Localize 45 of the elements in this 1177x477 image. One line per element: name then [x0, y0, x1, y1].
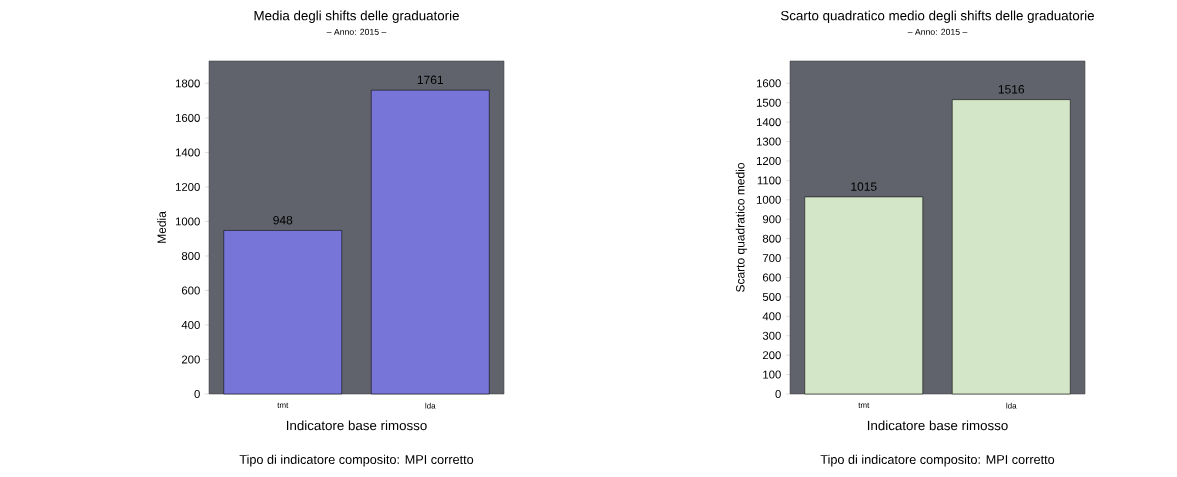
y-tick-label: 400 — [181, 320, 200, 329]
y-tick-label: 900 — [762, 215, 781, 224]
data-label: 1015 — [851, 182, 877, 191]
y-tick-label: 200 — [181, 355, 200, 364]
data-label: 1516 — [998, 85, 1025, 94]
x-tick-label: tmt — [277, 402, 289, 408]
y-tick-label: 600 — [762, 273, 781, 282]
data-label: 948 — [273, 215, 293, 225]
y-tick-label: 1400 — [175, 148, 200, 157]
y-tick-label: 1200 — [756, 156, 781, 165]
y-tick-label: 1500 — [756, 98, 781, 107]
y-tick-label: 500 — [762, 292, 781, 301]
y-tick-label: 0 — [194, 389, 200, 398]
chart-subtitle: – Anno: 2015 – — [907, 28, 968, 35]
y-tick-label: 800 — [181, 251, 200, 260]
y-tick-label: 200 — [762, 351, 781, 360]
x-tick-label: lda — [1006, 402, 1017, 409]
y-axis-title: Media — [157, 211, 166, 243]
y-tick-label: 0 — [775, 389, 781, 398]
chart-title: Media degli shifts delle graduatorie — [254, 10, 459, 23]
y-tick-label: 300 — [762, 331, 781, 340]
data-label: 1761 — [417, 75, 444, 85]
y-tick-label: 1800 — [175, 79, 200, 88]
y-tick-label: 1200 — [175, 182, 200, 191]
text: Tipo di indicatore composito: MPI corretto — [239, 454, 474, 467]
y-tick-label: 1000 — [756, 195, 781, 204]
y-tick-label: 1000 — [175, 217, 200, 226]
x-tick-label: lda — [425, 402, 436, 409]
x-tick-label: tmt — [858, 402, 870, 408]
y-tick-label: 1100 — [757, 176, 781, 185]
y-tick-label: 400 — [762, 312, 781, 321]
y-tick-label: 1600 — [756, 79, 781, 88]
text: Tipo di indicatore composito: MPI corretto — [820, 454, 1055, 467]
y-tick-label: 700 — [762, 254, 781, 263]
y-tick-label: 800 — [762, 234, 781, 243]
x-axis-title: Indicatore base rimosso — [867, 420, 1008, 431]
y-tick-label: 1300 — [756, 137, 781, 146]
y-tick-label: 600 — [181, 286, 200, 295]
x-axis-title: Indicatore base rimosso — [286, 420, 427, 431]
y-tick-label: 100 — [763, 370, 781, 379]
chart-title: Scarto quadratico medio degli shifts delle graduatorie — [780, 10, 1094, 23]
y-tick-label: 1600 — [175, 113, 200, 122]
chart-subtitle: – Anno: 2015 – — [326, 28, 387, 35]
y-axis-title: Scarto quadratico medio — [735, 162, 747, 292]
y-tick-label: 1400 — [756, 118, 781, 127]
